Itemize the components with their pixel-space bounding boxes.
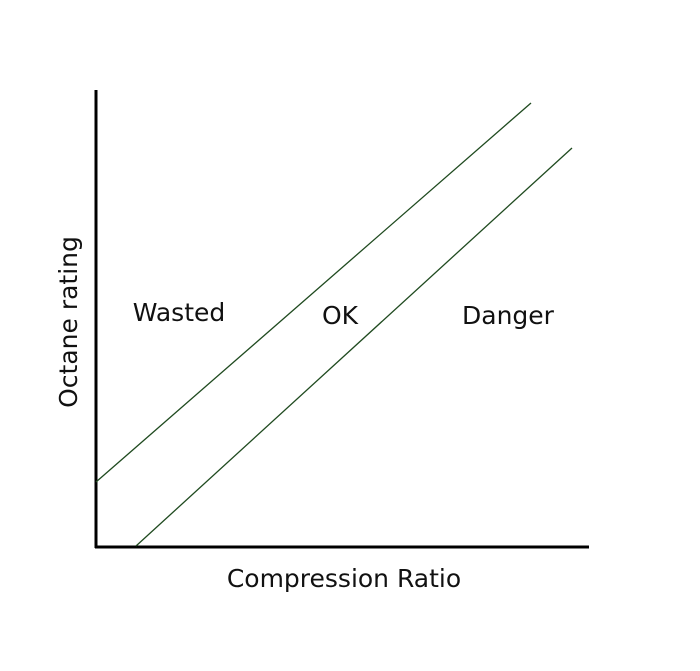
region-label: OK xyxy=(322,301,359,330)
y-axis-label: Octane rating xyxy=(54,236,83,408)
upper-boundary-line xyxy=(95,102,532,483)
x-axis-label: Compression Ratio xyxy=(227,564,461,593)
lower-boundary-line xyxy=(135,147,573,547)
region-label: Wasted xyxy=(133,298,226,327)
region-label: Danger xyxy=(462,301,555,330)
